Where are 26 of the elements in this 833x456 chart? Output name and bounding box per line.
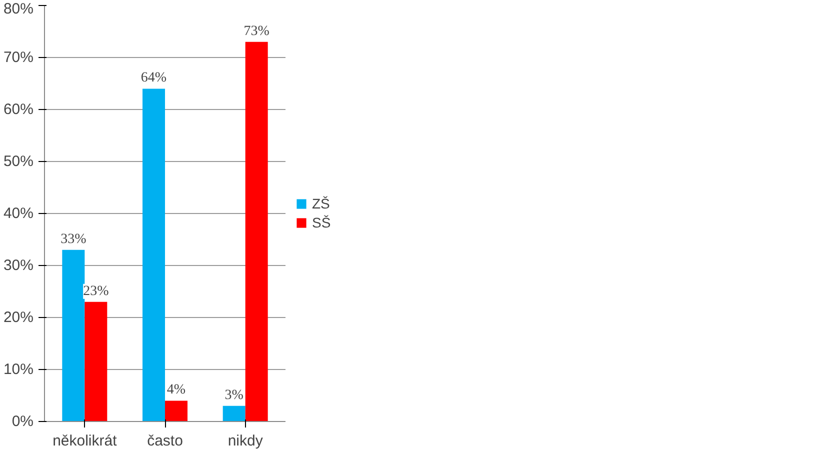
data-label: 3% <box>224 388 244 403</box>
y-tick-label: 60% <box>3 101 34 118</box>
bar <box>142 88 165 422</box>
y-tick-label: 30% <box>3 257 34 274</box>
bar <box>245 42 268 422</box>
legend-label: SŠ <box>312 214 332 230</box>
bar <box>62 250 85 422</box>
x-tick-label: několikrát <box>52 432 118 450</box>
x-tick-label: nikdy <box>228 432 264 450</box>
legend-label: ZŠ <box>312 196 331 212</box>
y-tick-label: 70% <box>3 49 34 66</box>
data-label: 4% <box>166 382 186 398</box>
bar <box>222 406 246 422</box>
y-tick-label: 10% <box>3 361 34 378</box>
y-tick-label: 50% <box>3 153 34 170</box>
bar <box>165 400 188 422</box>
data-label: 73% <box>244 24 270 39</box>
data-label: 23% <box>83 284 110 299</box>
data-label: 64% <box>140 70 167 86</box>
y-tick-label: 0% <box>12 413 34 430</box>
y-tick-label: 80% <box>3 0 34 18</box>
y-tick-label: 40% <box>3 205 34 222</box>
bar <box>84 302 108 422</box>
data-label: 33% <box>60 232 87 247</box>
x-tick-label: často <box>147 432 183 450</box>
y-tick-label: 20% <box>3 309 34 326</box>
